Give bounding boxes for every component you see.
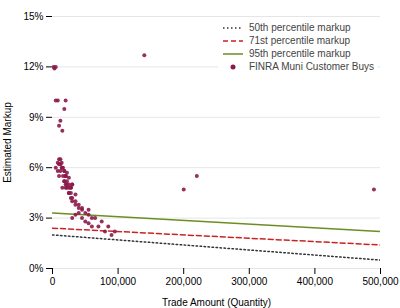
svg-text:6%: 6% xyxy=(29,162,44,173)
svg-text:300,000: 300,000 xyxy=(231,276,268,287)
svg-text:100,000: 100,000 xyxy=(100,276,137,287)
html-text:95th percentile markup: 95th percentile markup xyxy=(249,48,351,59)
svg-text:400,000: 400,000 xyxy=(297,276,334,287)
svg-text:15%: 15% xyxy=(23,11,43,22)
html-text:71st percentile markup: 71st percentile markup xyxy=(249,35,351,46)
svg-text:12%: 12% xyxy=(23,61,43,72)
svg-text:9%: 9% xyxy=(29,112,44,123)
svg-text:200,000: 200,000 xyxy=(166,276,203,287)
svg-text:0: 0 xyxy=(50,276,56,287)
svg-text:0%: 0% xyxy=(29,263,44,274)
svg-text:Estimated Markup: Estimated Markup xyxy=(2,102,13,183)
svg-text:500,000: 500,000 xyxy=(362,276,399,287)
html-text:FINRA Muni Customer Buys: FINRA Muni Customer Buys xyxy=(249,61,374,72)
html-text:50th percentile markup: 50th percentile markup xyxy=(249,22,351,33)
svg-text:Trade Amount (Quantity): Trade Amount (Quantity) xyxy=(162,297,271,308)
svg-text:3%: 3% xyxy=(29,212,44,223)
